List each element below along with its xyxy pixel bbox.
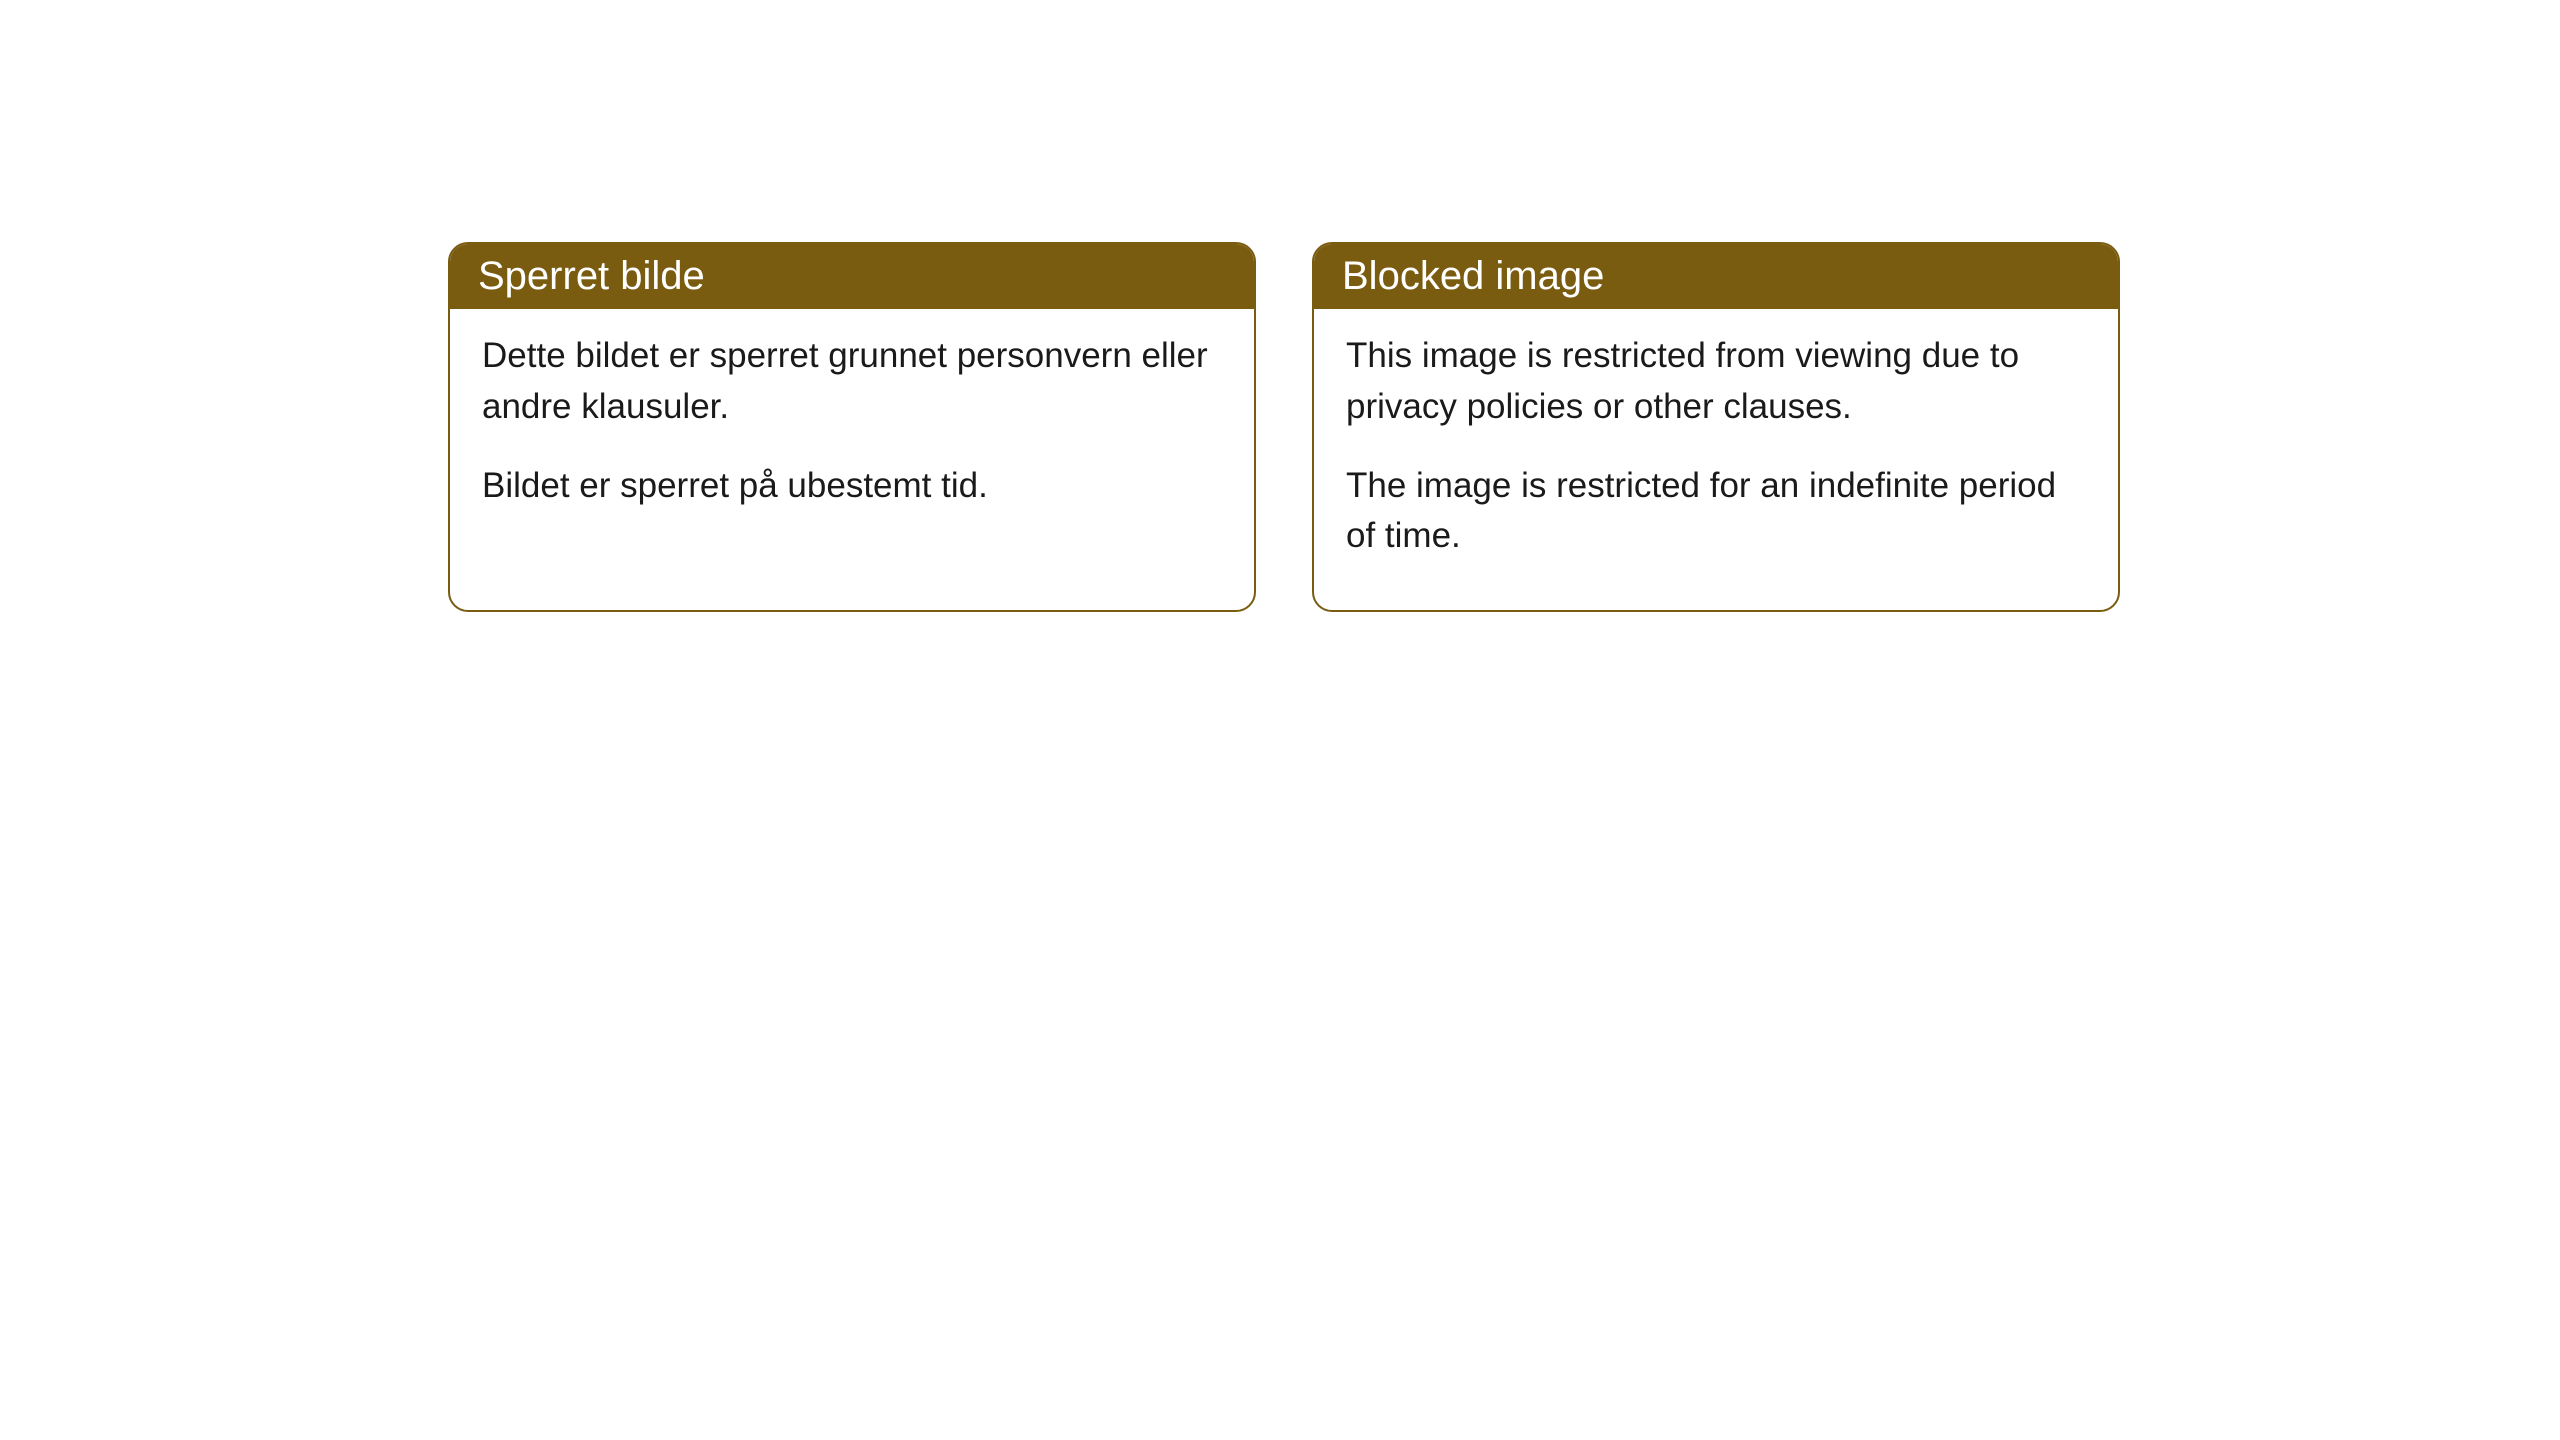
card-text-en-1: This image is restricted from viewing du… bbox=[1346, 331, 2086, 433]
card-body-no: Dette bildet er sperret grunnet personve… bbox=[450, 309, 1254, 559]
card-text-en-2: The image is restricted for an indefinit… bbox=[1346, 461, 2086, 563]
blocked-image-card-no: Sperret bilde Dette bildet er sperret gr… bbox=[448, 242, 1256, 612]
card-text-no-2: Bildet er sperret på ubestemt tid. bbox=[482, 461, 1222, 512]
card-text-no-1: Dette bildet er sperret grunnet personve… bbox=[482, 331, 1222, 433]
notice-cards-container: Sperret bilde Dette bildet er sperret gr… bbox=[0, 0, 2560, 612]
card-body-en: This image is restricted from viewing du… bbox=[1314, 309, 2118, 610]
card-header-no: Sperret bilde bbox=[450, 244, 1254, 309]
blocked-image-card-en: Blocked image This image is restricted f… bbox=[1312, 242, 2120, 612]
card-header-en: Blocked image bbox=[1314, 244, 2118, 309]
